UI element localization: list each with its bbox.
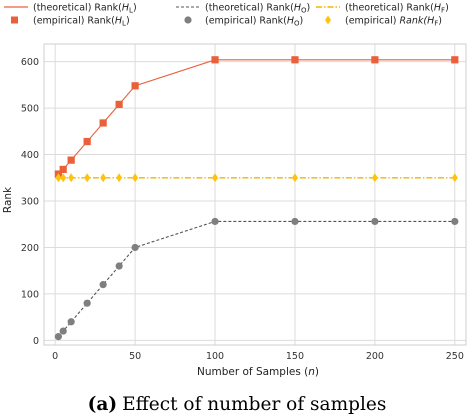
square-marker: [451, 56, 459, 64]
y-tick-label: 600: [21, 57, 39, 68]
legend-diamond-marker: [325, 15, 331, 25]
diamond-marker: [55, 173, 62, 183]
diamond-marker: [84, 173, 91, 183]
square-marker: [83, 137, 91, 146]
x-tick-label: 50: [129, 351, 141, 362]
circle-marker: [451, 217, 459, 226]
legend-label-empirical-hf: (empirical) Rank(HF): [345, 16, 442, 28]
y-tick-label: 100: [21, 289, 39, 300]
tick-labels: 0 50 100 150 200 250 0 100 200 300 400 500 600: [21, 57, 464, 362]
y-tick-label: 300: [21, 197, 39, 208]
circle-marker: [99, 281, 107, 289]
legend-item-empirical-hf: (empirical) Rank(HF): [325, 15, 442, 28]
square-marker: [131, 82, 139, 90]
series-layer: [54, 56, 459, 341]
x-axis-label-pre: Number of Samples (: [197, 366, 308, 378]
circle-marker: [131, 243, 139, 252]
circle-marker: [211, 217, 219, 226]
x-tick-label: 150: [286, 351, 304, 362]
square-marker: [371, 56, 379, 64]
y-tick-label: 0: [33, 336, 39, 347]
diamond-marker: [116, 173, 123, 183]
diamond-marker: [100, 173, 107, 183]
grid-lines: [44, 44, 466, 345]
y-tick-label: 400: [21, 150, 39, 161]
circle-marker: [59, 327, 67, 335]
legend-label-empirical-ho: (empirical) Rank(HO): [205, 16, 303, 28]
x-tick-label: 0: [52, 351, 58, 362]
square-marker: [211, 56, 219, 64]
series-line-0: [58, 59, 455, 175]
legend-item-empirical-ho: (empirical) Rank(HO): [184, 16, 303, 28]
square-marker: [67, 156, 75, 164]
legend-item-empirical-hl: (empirical) Rank(HL): [11, 16, 130, 28]
legend-label-theoretical-hl: (theoretical) Rank(HL): [33, 3, 137, 15]
plot-area-border: [43, 43, 467, 346]
x-axis-label-symbol: n: [308, 366, 315, 378]
diamond-marker: [60, 173, 67, 183]
x-axis-label: Number of Samples (n): [197, 366, 319, 378]
diamond-marker: [68, 173, 75, 183]
caption-text: Effect of number of samples: [122, 394, 386, 415]
legend: (theoretical) Rank(HL) (theoretical) Ran…: [4, 3, 449, 28]
circle-marker: [291, 217, 299, 226]
diamond-marker: [212, 173, 219, 183]
circle-marker: [115, 262, 123, 270]
legend-item-theoretical-ho: (theoretical) Rank(HO): [176, 3, 310, 15]
x-tick-label: 250: [446, 351, 464, 362]
legend-square-marker: [11, 16, 18, 24]
circle-marker: [83, 299, 91, 307]
circle-marker: [371, 217, 379, 226]
diamond-marker: [451, 173, 458, 183]
diamond-marker: [291, 173, 298, 183]
x-axis-label-post: ): [315, 366, 319, 378]
legend-item-theoretical-hf: (theoretical) Rank(HF): [316, 3, 449, 15]
legend-item-theoretical-hl: (theoretical) Rank(HL): [4, 3, 137, 15]
y-tick-label: 500: [21, 104, 39, 115]
x-tick-label: 100: [206, 351, 224, 362]
square-marker: [99, 119, 107, 127]
x-tick-label: 200: [366, 351, 384, 362]
circle-marker: [54, 333, 62, 341]
square-marker: [115, 100, 123, 108]
legend-label-theoretical-hf: (theoretical) Rank(HF): [345, 3, 449, 15]
diamond-marker: [132, 173, 139, 183]
legend-label-empirical-hl: (empirical) Rank(HL): [33, 16, 130, 28]
legend-label-theoretical-ho: (theoretical) Rank(HO): [205, 3, 310, 15]
square-marker: [59, 165, 67, 174]
square-marker: [291, 56, 299, 64]
y-axis-label: Rank: [2, 186, 14, 213]
plot-frame: [43, 43, 467, 346]
circle-marker: [67, 318, 75, 326]
caption-tag: (a): [88, 394, 118, 415]
legend-circle-marker: [184, 16, 192, 24]
y-tick-label: 200: [21, 243, 39, 254]
diamond-marker: [371, 173, 378, 183]
series-line-2: [57, 220, 455, 337]
figure-caption: (a) Effect of number of samples: [88, 394, 387, 415]
